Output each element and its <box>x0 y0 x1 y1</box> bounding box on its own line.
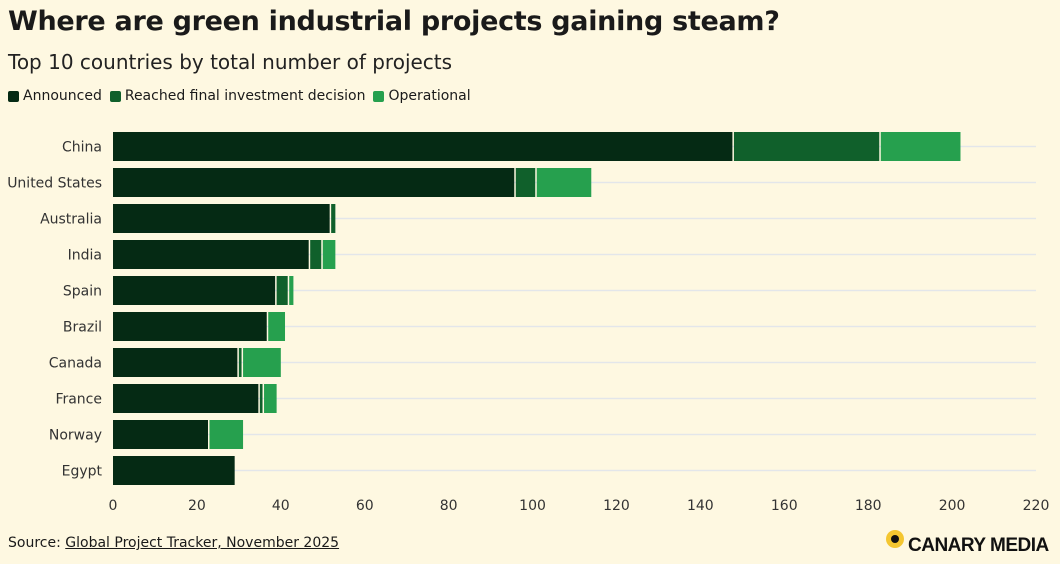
x-tick-label: 20 <box>188 498 206 514</box>
bar-segment <box>268 312 286 341</box>
x-tick-label: 40 <box>272 498 290 514</box>
source-label: Source: <box>8 535 66 551</box>
category-label: United States <box>7 176 102 192</box>
category-label: Spain <box>63 284 102 300</box>
x-tick-label: 220 <box>1023 498 1050 514</box>
bar-segment <box>264 384 277 413</box>
bar-segment <box>113 132 733 161</box>
category-label: Norway <box>49 428 102 444</box>
bar-segment <box>113 384 259 413</box>
legend-swatch <box>8 90 19 102</box>
x-tick-label: 100 <box>519 498 546 514</box>
x-tick-label: 180 <box>855 498 882 514</box>
bar-segment <box>243 348 281 377</box>
bar-segment <box>331 204 336 233</box>
bar-segment <box>289 276 294 305</box>
x-tick-label: 120 <box>603 498 630 514</box>
category-label: Brazil <box>63 320 102 336</box>
legend-label: Operational <box>388 88 471 104</box>
bar-segment <box>310 240 322 269</box>
bar-segment <box>238 348 242 377</box>
x-tick-label: 200 <box>939 498 966 514</box>
x-tick-label: 60 <box>356 498 374 514</box>
x-tick-label: 140 <box>687 498 714 514</box>
category-label: Egypt <box>62 464 103 480</box>
bar-segment <box>259 384 263 413</box>
legend-item-announced: Announced <box>8 88 102 104</box>
legend-item-fid: Reached final investment decision <box>109 88 366 104</box>
bar-segment <box>113 204 330 233</box>
logo-dot-icon <box>886 530 904 548</box>
category-label: India <box>68 248 102 264</box>
canary-media-logo: CANARY MEDIA <box>886 529 1049 557</box>
legend: Announced Reached final investment decis… <box>8 88 471 104</box>
legend-label: Announced <box>23 88 102 104</box>
legend-swatch <box>109 90 121 102</box>
x-tick-label: 0 <box>109 498 118 514</box>
legend-item-operational: Operational <box>373 88 471 104</box>
bar-segment <box>113 456 235 485</box>
bar-segment <box>515 168 536 197</box>
source-link[interactable]: Global Project Tracker, November 2025 <box>65 535 340 551</box>
bar-segment <box>209 420 244 449</box>
category-label: France <box>55 392 102 408</box>
x-tick-label: 160 <box>771 498 798 514</box>
chart-title: Where are green industrial projects gain… <box>8 6 780 37</box>
bar-segment <box>113 168 515 197</box>
logo-text: CANARY MEDIA <box>908 535 1049 556</box>
category-label: Canada <box>49 356 102 372</box>
bar-segment <box>322 240 336 269</box>
bar-segment <box>113 420 208 449</box>
legend-label: Reached final investment decision <box>124 88 366 104</box>
x-tick-label: 80 <box>440 498 458 514</box>
bar-segment <box>733 132 880 161</box>
source-note: Source: Global Project Tracker, November… <box>8 535 339 551</box>
bar-segment <box>276 276 288 305</box>
bar-segment <box>113 312 267 341</box>
bar-segment <box>113 276 276 305</box>
bar-segment <box>113 348 238 377</box>
bar-segment <box>113 240 309 269</box>
bar-segment <box>536 168 592 197</box>
bar-segment <box>880 132 961 161</box>
chart-subtitle: Top 10 countries by total number of proj… <box>8 50 453 74</box>
category-label: Australia <box>40 212 102 228</box>
category-label: China <box>62 140 102 156</box>
legend-swatch <box>373 90 385 102</box>
